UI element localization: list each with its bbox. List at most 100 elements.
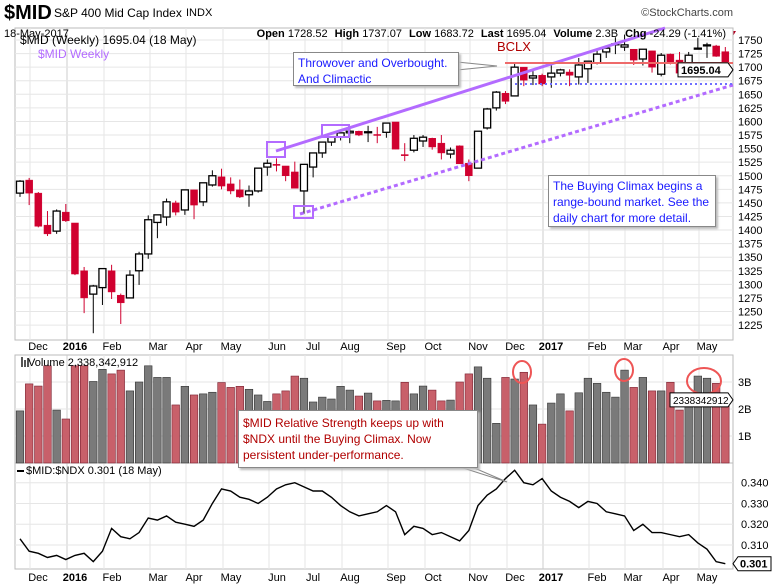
callout-line: persistent under-performance. [243,448,404,462]
highlight-box [321,124,350,138]
callout-line: daily chart for more detail. [553,211,692,225]
volume-bar [675,409,684,464]
volume-bar [107,373,116,464]
candle-body [299,163,309,192]
volume-bar [25,383,34,464]
candle-body [318,141,327,154]
candle-body [80,270,88,299]
y-tick-label: 1525 [738,157,762,169]
y-tick-label: 1500 [738,171,762,183]
volume-bar [574,392,583,464]
brand-logo: ©StockCharts.com [641,7,733,19]
last-price-box [677,62,734,78]
candle-body [547,72,556,78]
y-tick-label: 1275 [738,293,762,305]
chg-label: Chg [625,28,647,40]
x-tick-label: Apr [662,572,679,584]
volume-bar [492,423,501,464]
volume-bar [519,371,528,464]
candle-body [208,175,217,186]
symbol: $MID [4,2,52,24]
volume-bar [162,377,171,464]
candle-body [712,45,720,57]
volume-bar [592,383,602,464]
chart-date: 18-May-2017 [4,28,69,40]
y-tick-label: 1600 [738,116,762,128]
volume-bar [34,385,43,464]
y-tick-label: 1300 [738,279,762,291]
candle-body [400,154,409,156]
volume-bar [629,387,638,464]
y-tick-label: 1700 [738,62,762,74]
candle-body [702,44,712,47]
quote-summary: Open 1728.52 High 1737.07 Low 1683.72 La… [257,29,726,40]
candle-body [693,47,702,50]
candles [15,34,730,334]
candle-body [89,285,98,295]
candle-body [657,54,666,75]
y-tick-label: 1250 [738,307,762,319]
volume-label: Volume [553,28,593,40]
x-tick-label: Jun [268,572,286,584]
volume-bar [583,377,593,464]
low-value: 1683.72 [434,28,474,40]
volume-bar [538,423,547,464]
candle-body [153,214,162,224]
y-tick-label: 1725 [738,49,762,61]
volume-bar [638,377,647,464]
candle-body [281,165,290,176]
candle-body [34,192,43,227]
volume-bar [712,383,721,464]
x-tick-label: Mar [624,572,643,584]
x-tick-label: 2016 [63,572,87,584]
candle-body [666,53,675,63]
y-tick-label: 1750 [738,35,762,47]
throwover-callout: Throwover and Overbought. And Climactic [293,52,459,86]
volume-value: 2.3B [595,28,619,40]
volume-circle [614,358,634,382]
candle-body [391,121,400,150]
candle-body [355,130,363,136]
volume-bar [693,375,702,464]
volume-circle [512,360,532,384]
candle-body [291,171,299,189]
volume-icon [21,357,29,367]
rs-tick-label: 0.330 [741,498,769,510]
volume-bars [15,357,730,464]
candle-body [418,136,428,142]
candle-body [446,149,455,155]
y-tick-label: 1550 [738,144,762,156]
candle-body [455,145,464,165]
low-label: Low [409,28,432,40]
candle-body [492,91,501,109]
volume-bar [80,365,89,464]
volume-bar [226,387,235,464]
volume-tick-label: 3B [738,377,751,389]
x-tick-label: Dec [28,341,48,353]
candle-body [272,164,281,166]
candle-body [382,122,391,133]
candle-body [125,274,135,299]
highlight-box [266,141,286,158]
open-value: 1728.52 [287,28,328,40]
y-tick-label: 1675 [738,76,762,88]
candle-body [501,92,510,102]
candle-body [134,253,144,272]
y-tick-label: 1450 [738,198,762,210]
x-tick-label: Mar [149,572,168,584]
last-price-label: 1695.04 [681,65,722,77]
candle-body [52,210,61,232]
x-tick-label: Aug [340,341,360,353]
volume-bar [483,377,492,464]
callout-line: The Buying Climax begins a [553,179,703,193]
exchange: INDX [186,7,213,19]
x-tick-label: Nov [468,572,488,584]
volume-bar [61,418,70,464]
candle-body [373,134,381,136]
candle-body [236,189,244,198]
last-rs-label: 0.301 [740,559,768,571]
callout-line: $MID Relative Strength keeps up with [243,416,444,430]
volume-bar [43,365,52,464]
